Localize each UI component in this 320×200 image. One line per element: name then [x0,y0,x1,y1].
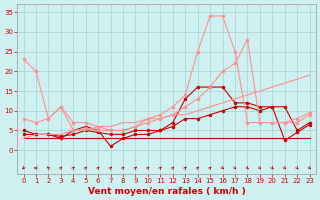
X-axis label: Vent moyen/en rafales ( km/h ): Vent moyen/en rafales ( km/h ) [88,187,245,196]
